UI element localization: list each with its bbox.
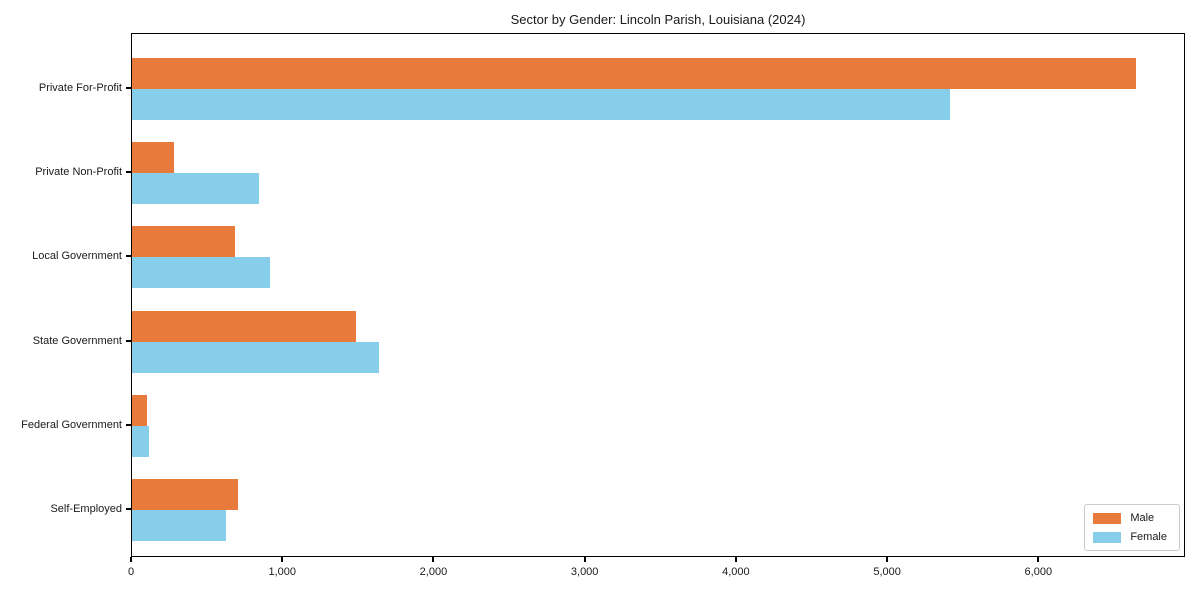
y-tick xyxy=(126,171,131,174)
y-tick-label-self-employed: Self-Employed xyxy=(50,503,122,515)
bar-female-federal-government xyxy=(132,425,149,457)
y-tick-label-state-government: State Government xyxy=(32,334,122,347)
x-tick xyxy=(130,557,132,562)
y-tick xyxy=(126,508,131,510)
legend-item-female: Female xyxy=(1093,531,1167,543)
male-legend-swatch xyxy=(1093,512,1122,524)
legend-label-male: Male xyxy=(1130,512,1155,524)
x-tick xyxy=(583,557,586,562)
y-tick xyxy=(126,339,131,342)
x-tick xyxy=(281,557,284,562)
plot-area: Male Female xyxy=(131,33,1185,557)
bars-layer xyxy=(132,34,1184,556)
bar-female-local-government xyxy=(132,257,270,289)
x-tick-label-4-000: 4,000 xyxy=(722,566,750,578)
bar-male-private-for-profit xyxy=(132,58,1137,89)
bar-female-private-non-profit xyxy=(132,173,259,205)
x-tick xyxy=(734,557,737,562)
y-tick xyxy=(126,423,131,426)
y-tick-label-private-for-profit: Private For-Profit xyxy=(38,82,122,94)
x-tick xyxy=(1037,557,1040,562)
bar-male-state-government xyxy=(132,310,356,342)
bar-male-local-government xyxy=(132,226,235,258)
chart-title: Sector by Gender: Lincoln Parish, Louisi… xyxy=(510,12,806,27)
bar-male-self-employed xyxy=(132,479,238,510)
x-tick-label-1-000: 1,000 xyxy=(268,566,296,578)
bar-male-federal-government xyxy=(132,394,148,426)
female-legend-swatch xyxy=(1093,531,1122,543)
legend-label-female: Female xyxy=(1130,531,1167,543)
x-tick xyxy=(432,557,435,562)
x-tick-label-3-000: 3,000 xyxy=(570,566,599,578)
legend-item-male: Male xyxy=(1093,512,1167,524)
x-tick-label-5-000: 5,000 xyxy=(873,566,901,578)
bar-female-self-employed xyxy=(132,510,226,541)
y-tick xyxy=(126,255,131,258)
y-tick xyxy=(126,87,131,89)
x-tick-label-0: 0 xyxy=(127,566,135,578)
x-tick-label-2-000: 2,000 xyxy=(419,566,448,578)
x-tick-label-6-000: 6,000 xyxy=(1024,566,1053,578)
legend: Male Female xyxy=(1084,504,1180,551)
bar-male-private-non-profit xyxy=(132,142,175,174)
bar-female-state-government xyxy=(132,341,379,373)
bar-female-private-for-profit xyxy=(132,89,951,120)
y-tick-label-private-non-profit: Private Non-Profit xyxy=(35,166,122,179)
y-tick-label-federal-government: Federal Government xyxy=(21,418,122,431)
y-tick-label-local-government: Local Government xyxy=(32,250,122,263)
x-tick xyxy=(886,557,889,562)
